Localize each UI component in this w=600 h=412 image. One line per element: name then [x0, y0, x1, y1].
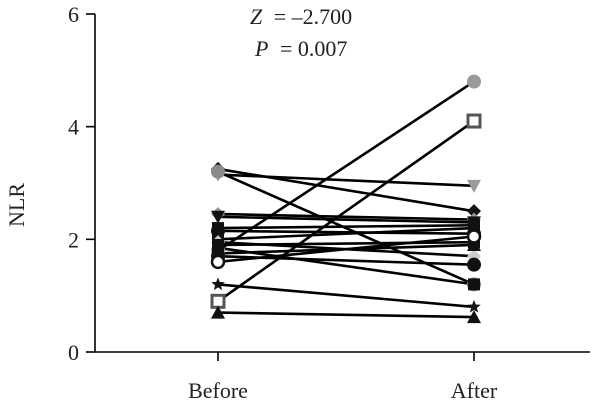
p-value-annotation: P = 0.007 [254, 36, 347, 61]
z-value: = –2.700 [274, 4, 352, 29]
series-16-before-marker [210, 254, 226, 270]
series-line-4 [217, 167, 475, 213]
series-17-before-marker [211, 277, 225, 291]
series-line-16 [217, 235, 475, 264]
series-line-7 [217, 215, 475, 224]
p-label: P [254, 36, 268, 61]
series-15-after-marker [467, 257, 481, 272]
series-line-17 [217, 283, 475, 309]
z-label: Z [250, 4, 263, 29]
series-1-after-marker [467, 74, 481, 89]
y-tick-label: 2 [68, 227, 79, 252]
x-tick-label: Before [188, 378, 248, 403]
series-line-6 [217, 212, 475, 221]
p-value: = 0.007 [280, 36, 347, 61]
series-line-12 [217, 240, 475, 247]
series-line-8 [217, 223, 475, 230]
y-tick-label: 0 [68, 340, 79, 365]
series-16-after-marker [466, 229, 482, 244]
x-tick-label: After [451, 378, 498, 403]
axes [94, 14, 590, 353]
series-line-9 [217, 229, 475, 235]
series-5-before-marker [211, 164, 225, 179]
y-tick-label: 4 [68, 115, 79, 140]
y-ticks: 0 2 4 6 [68, 2, 95, 365]
series-14-after-marker [467, 237, 481, 251]
data-markers [210, 74, 482, 324]
series-line-10 [217, 226, 475, 241]
series-2-before-marker [210, 293, 226, 309]
z-statistic-annotation: Z = –2.700 [250, 4, 352, 29]
series-13-after-marker [468, 278, 480, 291]
series-4-after-marker [467, 204, 481, 219]
series-line-1 [217, 80, 475, 252]
series-line-13 [217, 246, 475, 286]
x-ticks: Before After [188, 352, 498, 403]
series-3-after-marker [467, 179, 481, 193]
series-line-5 [217, 170, 475, 286]
paired-lines [217, 80, 475, 319]
series-18-after-marker [467, 310, 481, 324]
series-18-before-marker [211, 305, 225, 319]
series-line-18 [217, 311, 475, 319]
series-7-before-marker [211, 210, 225, 224]
series-line-2 [217, 119, 475, 303]
y-tick-label: 6 [68, 2, 79, 27]
series-17-after-marker [467, 299, 481, 313]
series-2-after-marker [466, 113, 482, 129]
y-axis-label: NLR [4, 183, 29, 227]
